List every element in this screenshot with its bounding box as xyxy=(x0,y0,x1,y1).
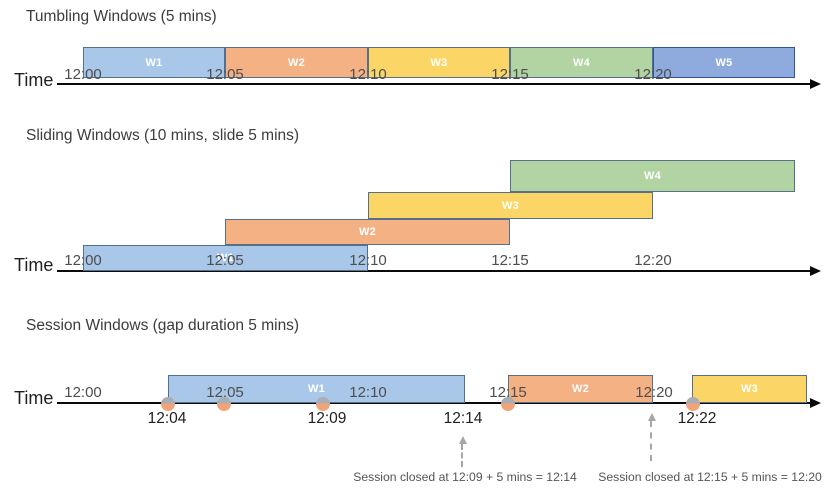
up-arrow-icon xyxy=(459,436,467,444)
session-timeline xyxy=(57,402,811,404)
event-dot xyxy=(316,397,330,411)
session-window-w3: W3 xyxy=(692,375,807,403)
event-dot xyxy=(217,397,231,411)
session-section-title: Session Windows (gap duration 5 mins) xyxy=(26,317,300,334)
sliding-tick-1220: 12:20 xyxy=(634,252,672,269)
tumbling-window-w5: W5 xyxy=(653,47,795,78)
tumbling-timeline-arrowhead-icon xyxy=(810,79,821,89)
tumbling-section-title: Tumbling Windows (5 mins) xyxy=(26,8,217,25)
tumbling-tick-1220: 12:20 xyxy=(634,66,672,83)
window-label: W1 xyxy=(216,252,235,264)
event-time-1214: 12:14 xyxy=(443,410,483,427)
window-label: W1 xyxy=(145,56,163,69)
sliding-timeline-arrowhead-icon xyxy=(810,266,821,276)
sliding-timeline xyxy=(57,270,811,272)
session-window-w1: W1 xyxy=(168,375,465,403)
sliding-tick-1200: 12:00 xyxy=(64,252,102,269)
session-tick-1215: 12:15 xyxy=(489,384,527,401)
sliding-tick-1210: 12:10 xyxy=(349,252,387,269)
session-closed-annotation-2: Session closed at 12:15 + 5 mins = 12:20 xyxy=(598,470,822,484)
up-arrow-icon xyxy=(648,413,656,421)
tumbling-window-w1: W1 xyxy=(83,47,225,78)
tumbling-tick-1215: 12:15 xyxy=(491,66,529,83)
window-label: W3 xyxy=(430,56,448,69)
event-dot xyxy=(501,397,515,411)
sliding-section-title: Sliding Windows (10 mins, slide 5 mins) xyxy=(26,127,300,144)
session-time-axis-label: Time xyxy=(14,388,54,408)
sliding-window-w1: W1 xyxy=(83,245,368,271)
sliding-window-w4: W4 xyxy=(510,160,795,192)
tumbling-time-axis-label: Time xyxy=(14,70,54,90)
event-dot xyxy=(161,397,175,411)
window-label: W3 xyxy=(501,199,520,212)
tumbling-window-w3: W3 xyxy=(368,47,510,78)
session-timeline-arrowhead-icon xyxy=(810,398,821,408)
window-label: W5 xyxy=(715,56,733,69)
tumbling-window-w4: W4 xyxy=(510,47,653,78)
dashed-callout-line xyxy=(461,444,463,467)
window-label: W2 xyxy=(358,226,377,238)
window-label: W2 xyxy=(287,56,306,69)
sliding-window-w3: W3 xyxy=(368,192,653,219)
tumbling-tick-1210: 12:10 xyxy=(349,66,387,83)
window-label: W4 xyxy=(572,56,591,69)
event-time-1209: 12:09 xyxy=(307,410,347,427)
tumbling-timeline xyxy=(57,83,811,85)
sliding-window-w2: W2 xyxy=(225,219,510,245)
session-tick-1210: 12:10 xyxy=(349,384,387,401)
session-tick-1200: 12:00 xyxy=(64,384,102,401)
tumbling-tick-1200: 12:00 xyxy=(64,66,102,83)
window-label: W3 xyxy=(740,383,759,395)
tumbling-window-w2: W2 xyxy=(225,47,368,78)
dashed-callout-line xyxy=(650,421,652,461)
sliding-time-axis-label: Time xyxy=(14,255,54,275)
window-label: W1 xyxy=(307,383,326,395)
session-closed-annotation-1: Session closed at 12:09 + 5 mins = 12:14 xyxy=(353,470,577,484)
sliding-tick-1215: 12:15 xyxy=(491,252,529,269)
session-tick-1205: 12:05 xyxy=(206,384,244,401)
window-label: W4 xyxy=(643,170,662,182)
event-time-1222: 12:22 xyxy=(677,410,717,427)
session-tick-1220: 12:20 xyxy=(635,384,673,401)
sliding-tick-1205: 12:05 xyxy=(206,252,244,269)
window-label: W2 xyxy=(571,383,590,395)
event-dot xyxy=(686,397,700,411)
tumbling-tick-1205: 12:05 xyxy=(206,66,244,83)
session-window-w2: W2 xyxy=(508,375,653,403)
event-time-1204: 12:04 xyxy=(147,410,187,427)
